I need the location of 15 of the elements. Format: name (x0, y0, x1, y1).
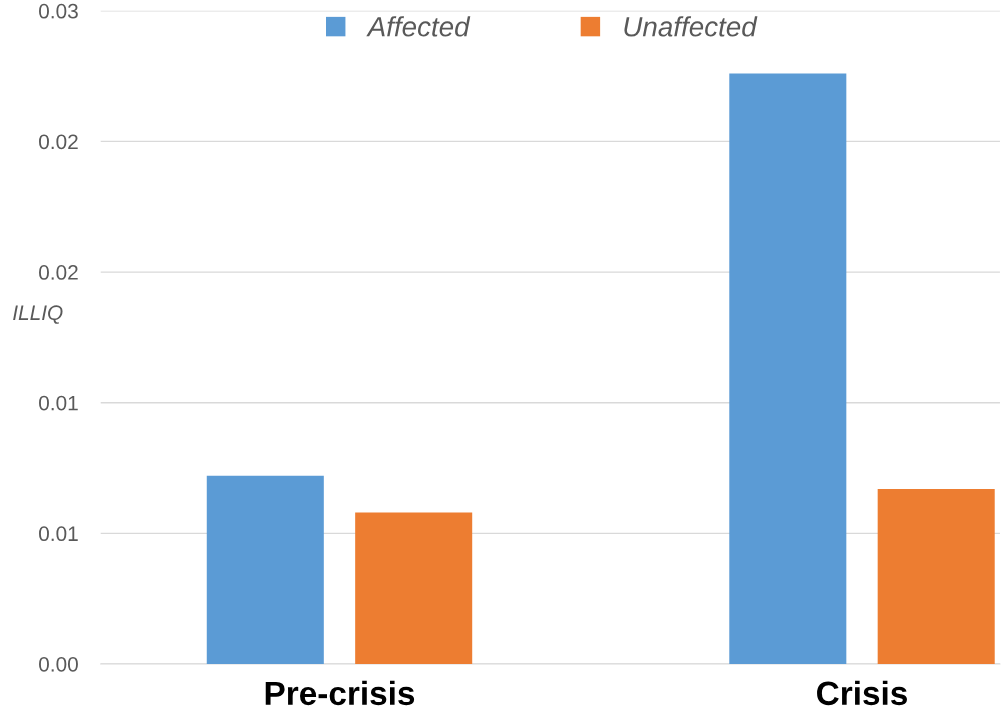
y-tick-label: 0.02 (39, 265, 78, 280)
y-tick-label: 0.03 (39, 3, 78, 19)
bar (206, 475, 324, 664)
x-tick-label: Pre-crisis (265, 680, 415, 706)
y-tick-label: 0.02 (39, 134, 78, 150)
legend-label: Unaffected (624, 16, 758, 37)
y-tick-label: 0.00 (39, 657, 78, 672)
y-tick-label: 0.01 (39, 395, 78, 411)
y-tick-label: 0.01 (39, 526, 78, 542)
legend-label: Affected (366, 16, 471, 37)
y-axis-title: ILLIQ (13, 305, 63, 324)
bar (877, 488, 995, 664)
bar (355, 512, 473, 664)
bar (729, 73, 847, 664)
x-tick-label: Crisis (817, 680, 907, 706)
